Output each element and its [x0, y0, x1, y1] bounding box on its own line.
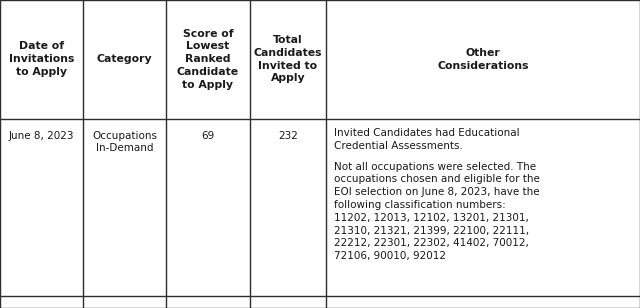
Text: Score of
Lowest
Ranked
Candidate
to Apply: Score of Lowest Ranked Candidate to Appl… — [177, 29, 239, 90]
Text: Total
Candidates
Invited to
Apply: Total Candidates Invited to Apply — [253, 35, 323, 83]
Text: Not all occupations were selected. The
occupations chosen and eligible for the
E: Not all occupations were selected. The o… — [334, 161, 540, 261]
Text: June 8, 2023: June 8, 2023 — [9, 131, 74, 141]
Text: Date of
Invitations
to Apply: Date of Invitations to Apply — [9, 42, 74, 77]
Text: 69: 69 — [202, 131, 214, 141]
Text: Category: Category — [97, 54, 152, 64]
Text: Invited Candidates had Educational
Credential Assessments.: Invited Candidates had Educational Crede… — [334, 128, 520, 151]
Text: Occupations
In-Demand: Occupations In-Demand — [92, 131, 157, 153]
Text: 232: 232 — [278, 131, 298, 141]
Text: Other
Considerations: Other Considerations — [438, 48, 529, 71]
